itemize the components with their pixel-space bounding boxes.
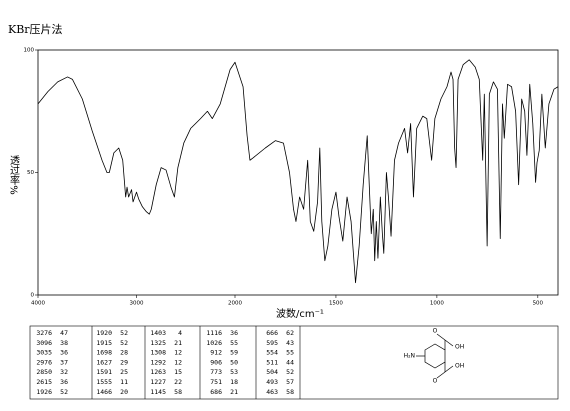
peak-wavenumber: 463 (266, 388, 278, 396)
peak-transmittance: 18 (230, 378, 238, 386)
peak-wavenumber: 595 (266, 339, 278, 347)
peak-wavenumber: 1591 (96, 368, 112, 376)
table-frame (29, 325, 559, 400)
peak-wavenumber: 1466 (96, 388, 112, 396)
benzene-ring (424, 343, 446, 369)
peak-wavenumber: 1627 (96, 358, 112, 366)
x-tick-label: 2000 (228, 301, 242, 307)
peak-transmittance: 53 (230, 368, 238, 376)
peak-transmittance: 58 (286, 388, 294, 396)
peak-wavenumber: 1308 (150, 349, 166, 357)
y-axis-label: 透过率% (8, 155, 20, 195)
peak-transmittance: 21 (230, 388, 238, 396)
peak-transmittance: 52 (120, 339, 128, 347)
peak-wavenumber: 1926 (36, 388, 52, 396)
peak-transmittance: 22 (174, 378, 182, 386)
peak-transmittance: 55 (230, 339, 238, 347)
peak-wavenumber: 1403 (150, 329, 166, 337)
peak-wavenumber: 1292 (150, 358, 166, 366)
peak-wavenumber: 3096 (36, 339, 52, 347)
peak-wavenumber: 1263 (150, 368, 166, 376)
x-tick-label: 3000 (130, 301, 144, 307)
peak-wavenumber: 2976 (36, 358, 52, 366)
peak-wavenumber: 1698 (96, 349, 112, 357)
peak-wavenumber: 1915 (96, 339, 112, 347)
peak-wavenumber: 3276 (36, 329, 52, 337)
y-tick-label: 50 (27, 170, 34, 176)
peak-transmittance: 38 (60, 339, 68, 347)
peak-transmittance: 50 (230, 358, 238, 366)
peak-transmittance: 57 (286, 378, 294, 386)
peak-transmittance: 4 (178, 329, 182, 337)
atom-label: OH (455, 344, 464, 351)
chart-title: KBr压片法 (8, 22, 63, 36)
peak-transmittance: 21 (174, 339, 182, 347)
atom-label: O (433, 328, 438, 335)
peak-wavenumber: 906 (210, 358, 222, 366)
peak-wavenumber: 493 (266, 378, 278, 386)
bond (444, 365, 454, 373)
bond (444, 339, 454, 347)
x-tick-label: 500 (533, 301, 544, 307)
peak-wavenumber: 504 (266, 368, 278, 376)
x-tick-label: 4000 (31, 301, 45, 307)
peak-transmittance: 25 (120, 368, 128, 376)
plot-frame (37, 49, 559, 296)
atom-label: O (433, 378, 438, 385)
peak-wavenumber: 912 (210, 349, 222, 357)
peak-transmittance: 36 (60, 349, 68, 357)
peak-transmittance: 20 (120, 388, 128, 396)
peak-transmittance: 37 (60, 358, 68, 366)
peak-wavenumber: 3035 (36, 349, 52, 357)
peak-transmittance: 29 (120, 358, 128, 366)
structure (416, 333, 454, 379)
peak-transmittance: 12 (174, 358, 182, 366)
peak-transmittance: 36 (60, 378, 68, 386)
peak-transmittance: 55 (286, 349, 294, 357)
peak-transmittance: 12 (174, 349, 182, 357)
y-tick-label: 100 (24, 48, 35, 54)
peak-wavenumber: 686 (210, 388, 222, 396)
atom-label: OH (455, 363, 464, 370)
peak-wavenumber: 751 (210, 378, 222, 386)
peak-wavenumber: 1325 (150, 339, 166, 347)
peak-transmittance: 36 (230, 329, 238, 337)
x-axis-label: 波数/cm⁻¹ (276, 307, 324, 320)
peak-transmittance: 62 (286, 329, 294, 337)
peak-transmittance: 15 (174, 368, 182, 376)
peak-transmittance: 28 (120, 349, 128, 357)
peak-transmittance: 43 (286, 339, 294, 347)
bond (436, 371, 446, 379)
bond (436, 333, 446, 341)
peak-wavenumber: 1145 (150, 388, 166, 396)
peak-wavenumber: 1920 (96, 329, 112, 337)
peak-transmittance: 44 (286, 358, 294, 366)
peak-wavenumber: 666 (266, 329, 278, 337)
peak-transmittance: 52 (60, 388, 68, 396)
peak-wavenumber: 2615 (36, 378, 52, 386)
peak-transmittance: 58 (174, 388, 182, 396)
peak-transmittance: 52 (286, 368, 294, 376)
x-tick-label: 1500 (329, 301, 343, 307)
peak-wavenumber: 554 (266, 349, 278, 357)
spectrum-line (37, 59, 559, 284)
peak-wavenumber: 1227 (150, 378, 166, 386)
peak-transmittance: 32 (60, 368, 68, 376)
peak-wavenumber: 511 (266, 358, 278, 366)
y-tick-label: 0 (31, 293, 35, 299)
peak-wavenumber: 1026 (206, 339, 222, 347)
peak-transmittance: 11 (120, 378, 128, 386)
peak-wavenumber: 1555 (96, 378, 112, 386)
peak-transmittance: 59 (230, 349, 238, 357)
x-tick-label: 1000 (430, 301, 444, 307)
peak-wavenumber: 1116 (206, 329, 222, 337)
peak-wavenumber: 773 (210, 368, 222, 376)
atom-label: H₂N (404, 353, 415, 360)
peak-transmittance: 47 (60, 329, 68, 337)
peak-transmittance: 52 (120, 329, 128, 337)
peak-wavenumber: 2850 (36, 368, 52, 376)
